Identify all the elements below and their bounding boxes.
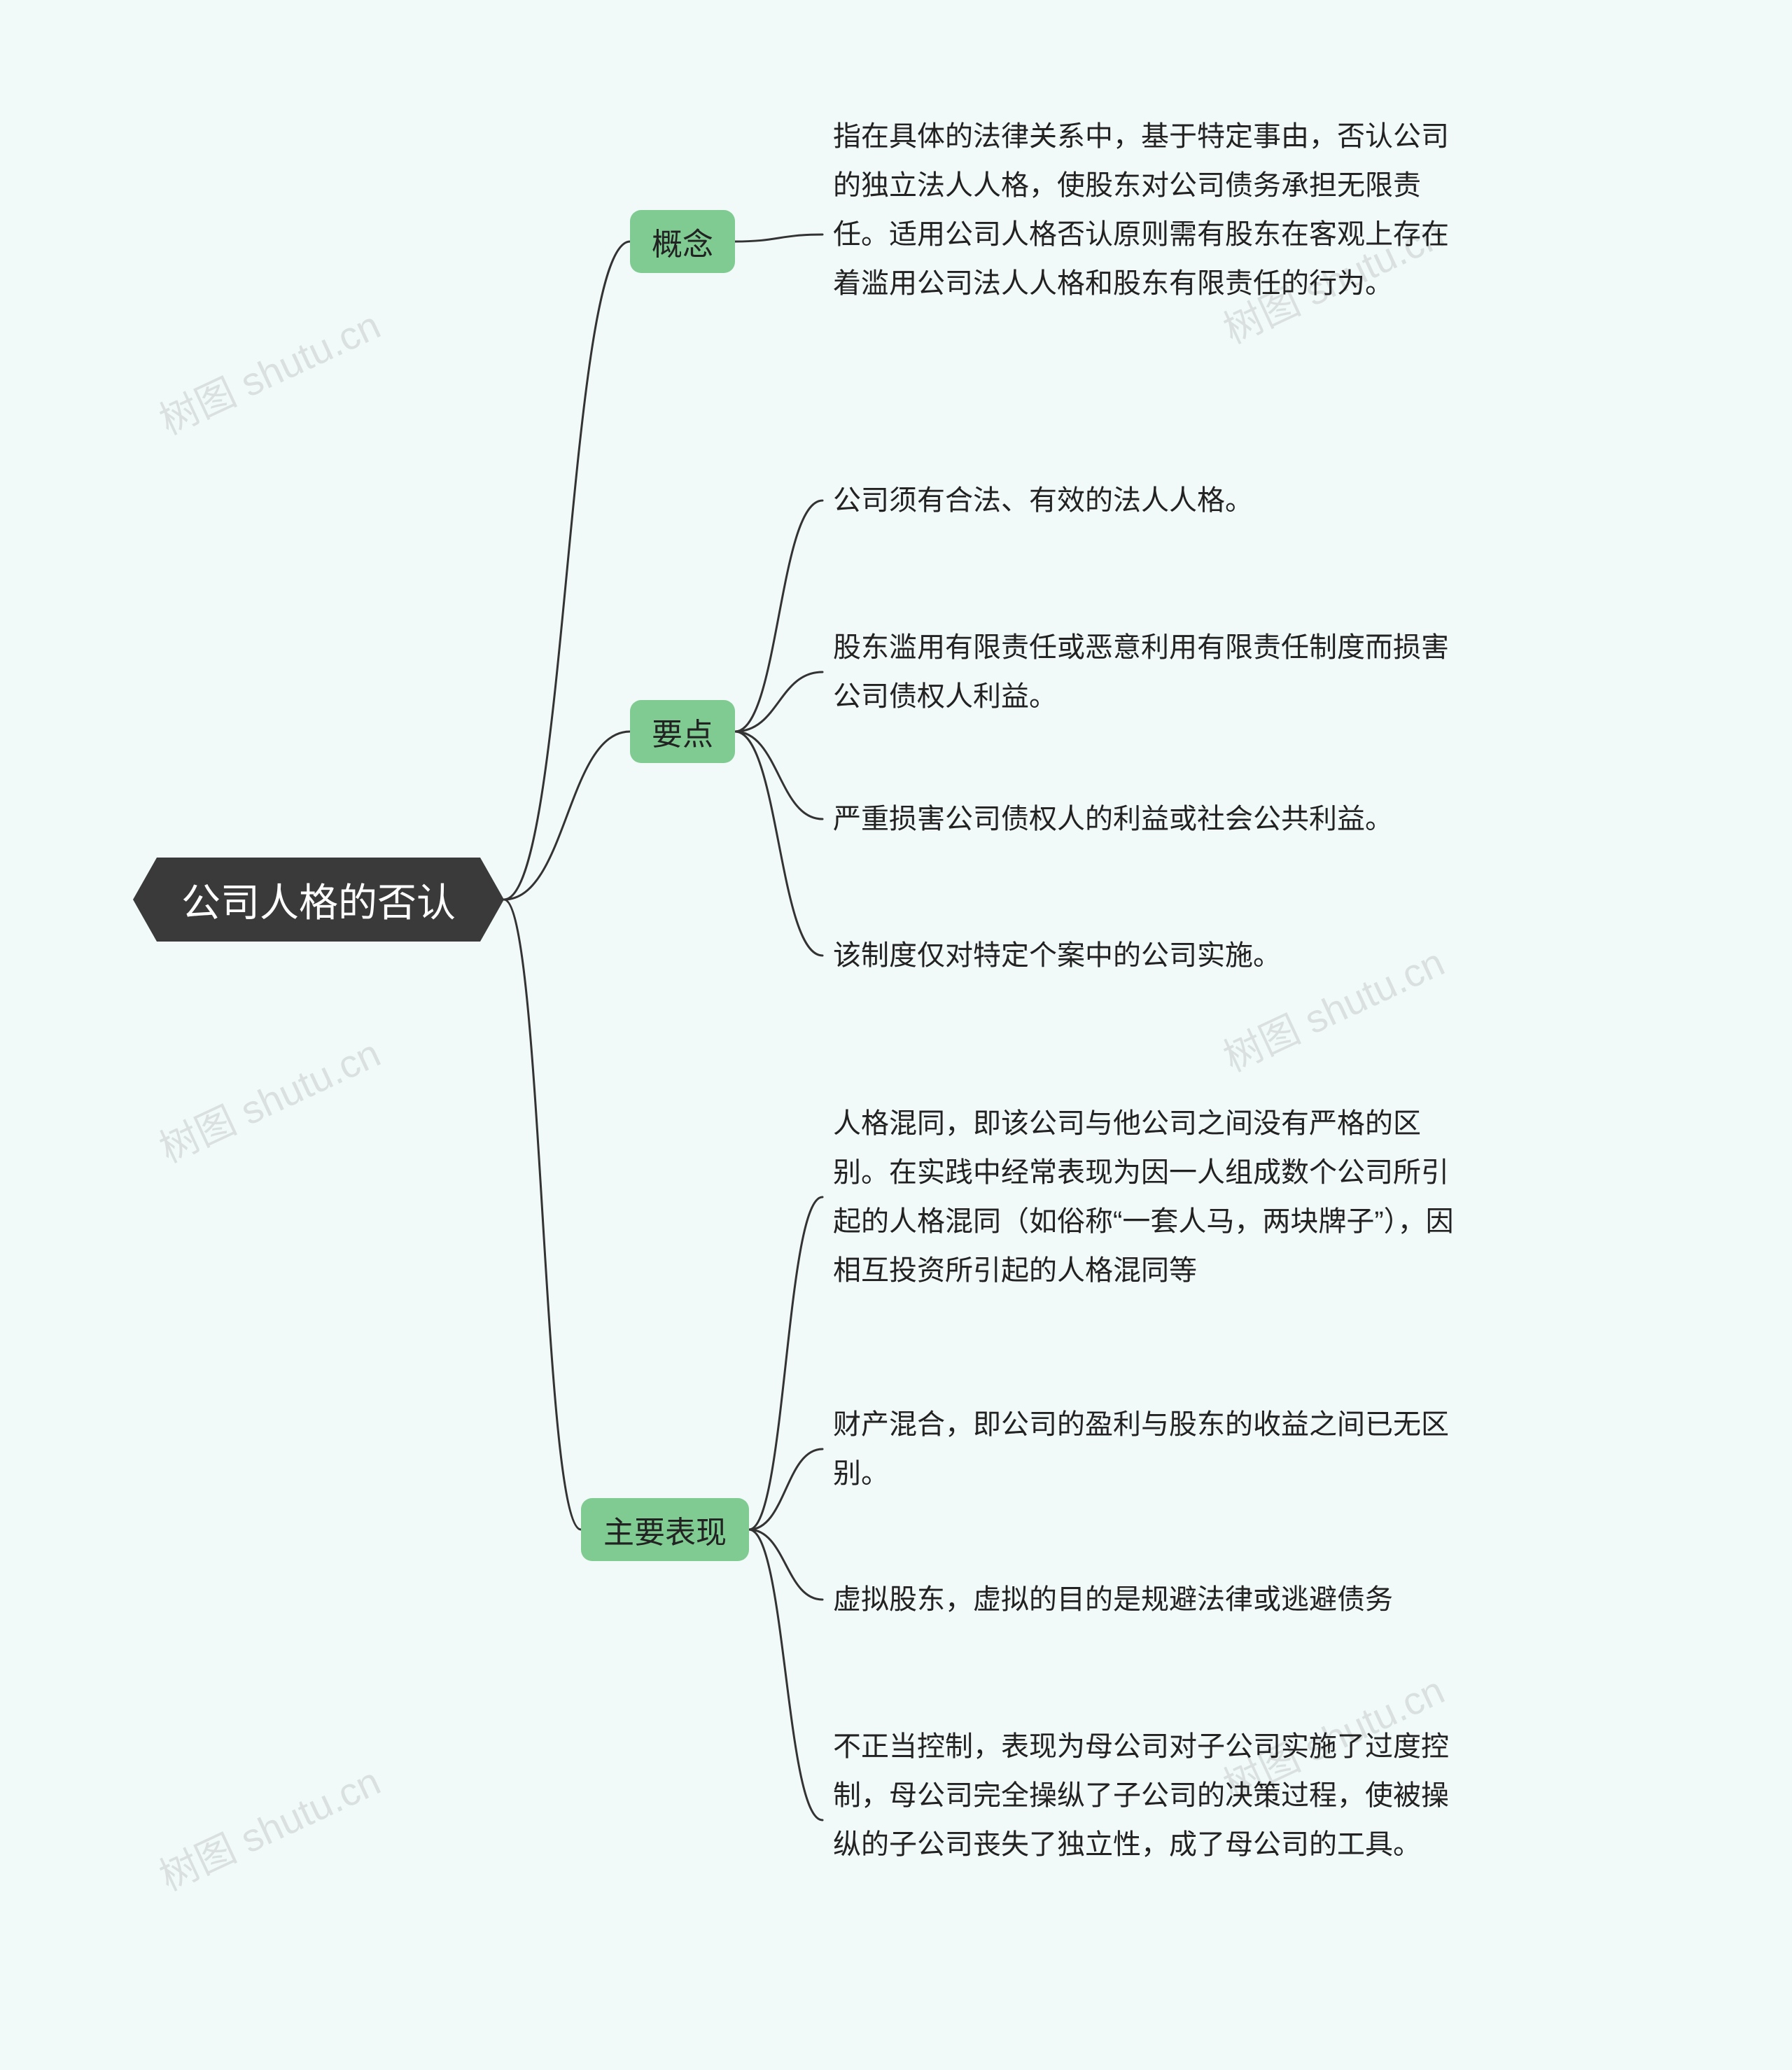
leaf-node: 财产混合，即公司的盈利与股东的收益之间已无区别。 <box>833 1400 1463 1498</box>
watermark: 树图 shutu.cn <box>149 1750 388 1902</box>
leaf-node: 该制度仅对特定个案中的公司实施。 <box>833 931 1281 980</box>
diagram-canvas: 公司人格的否认 概念 指在具体的法律关系中，基于特定事由，否认公司的独立法人人格，使… <box>0 0 1792 2070</box>
root-node: 公司人格的否认 <box>133 858 504 942</box>
connector <box>735 672 822 732</box>
connector <box>749 1449 822 1530</box>
connector <box>735 501 822 732</box>
watermark: 树图 shutu.cn <box>149 1022 388 1174</box>
leaf-node: 不正当控制，表现为母公司对子公司实施了过度控制，母公司完全操纵了子公司的决策过程… <box>833 1722 1463 1869</box>
connector <box>749 1530 822 1820</box>
branch-node-points: 要点 <box>630 700 735 763</box>
leaf-node: 虚拟股东，虚拟的目的是规避法律或逃避债务 <box>833 1575 1393 1624</box>
branch-node-manifest: 主要表现 <box>581 1498 749 1561</box>
leaf-node: 人格混同，即该公司与他公司之间没有严格的区别。在实践中经常表现为因一人组成数个公… <box>833 1099 1463 1295</box>
connector <box>749 1197 822 1530</box>
connector <box>504 900 581 1530</box>
leaf-node: 公司须有合法、有效的法人人格。 <box>833 476 1253 525</box>
watermark: 树图 shutu.cn <box>149 294 388 446</box>
leaf-node: 严重损害公司债权人的利益或社会公共利益。 <box>833 795 1393 844</box>
branch-node-concept: 概念 <box>630 210 735 273</box>
connector <box>504 242 630 900</box>
connector <box>735 235 822 242</box>
connector <box>735 732 822 956</box>
leaf-node: 指在具体的法律关系中，基于特定事由，否认公司的独立法人人格，使股东对公司债务承担… <box>833 112 1463 308</box>
leaf-node: 股东滥用有限责任或恶意利用有限责任制度而损害公司债权人利益。 <box>833 623 1463 721</box>
connector <box>749 1530 822 1600</box>
connector <box>504 732 630 900</box>
connector <box>735 732 822 819</box>
